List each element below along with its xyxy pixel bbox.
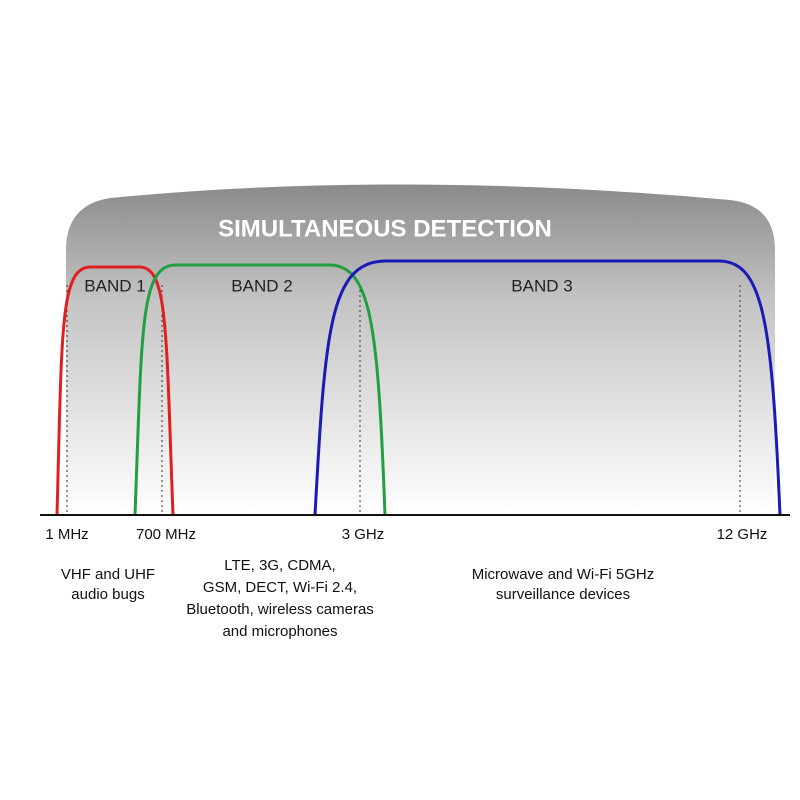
band-label: BAND 2 [231, 276, 292, 295]
description-line: GSM, DECT, Wi-Fi 2.4, [203, 579, 357, 596]
title: SIMULTANEOUS DETECTION [218, 215, 552, 242]
description-line: surveillance devices [496, 586, 630, 603]
frequency-label: 1 MHz [45, 526, 88, 543]
band-3-curve [313, 259, 782, 516]
frequency-label: 12 GHz [717, 526, 768, 543]
frequency-label: 700 MHz [136, 526, 196, 543]
band-label: BAND 1 [84, 276, 145, 295]
description-line: Bluetooth, wireless cameras [186, 601, 374, 618]
detection-dome [66, 184, 775, 515]
description-line: and microphones [222, 623, 337, 640]
description-line: LTE, 3G, CDMA, [224, 557, 335, 574]
frequency-label: 3 GHz [342, 526, 385, 543]
description-line: VHF and UHF [61, 566, 155, 583]
band-1-curve [55, 265, 175, 516]
band-label: BAND 3 [511, 276, 572, 295]
band-2-curve [133, 263, 387, 516]
description-line: Microwave and Wi-Fi 5GHz [472, 566, 655, 583]
description-line: audio bugs [71, 586, 144, 603]
